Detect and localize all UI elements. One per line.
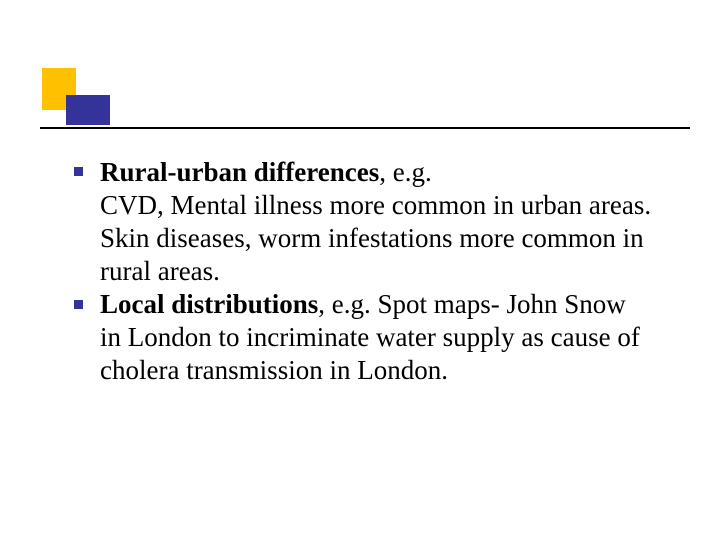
list-item: Local distributions, e.g. Spot maps- Joh… — [100, 288, 690, 387]
item-bold-suffix: , e.g. Spot maps- John Snow — [318, 289, 626, 319]
list-item: Rural-urban differences, e.g. CVD, Menta… — [100, 156, 690, 288]
item-line: rural areas. — [100, 256, 220, 286]
item-line: CVD, Mental illness more common in urban… — [100, 190, 651, 220]
item-line: Skin diseases, worm infestations more co… — [100, 223, 644, 253]
header-graphic — [40, 62, 130, 132]
header-divider — [40, 127, 690, 129]
item-bold-suffix: , e.g. — [379, 157, 431, 187]
item-line: in London to incriminate water supply as… — [100, 322, 640, 352]
item-bold-lead: Local distributions — [100, 289, 318, 319]
slide-content: Rural-urban differences, e.g. CVD, Menta… — [100, 156, 690, 387]
blue-block — [66, 95, 110, 125]
bullet-icon — [74, 300, 83, 309]
item-line: cholera transmission in London. — [100, 355, 448, 385]
item-bold-lead: Rural-urban differences — [100, 157, 379, 187]
bullet-icon — [74, 167, 83, 176]
